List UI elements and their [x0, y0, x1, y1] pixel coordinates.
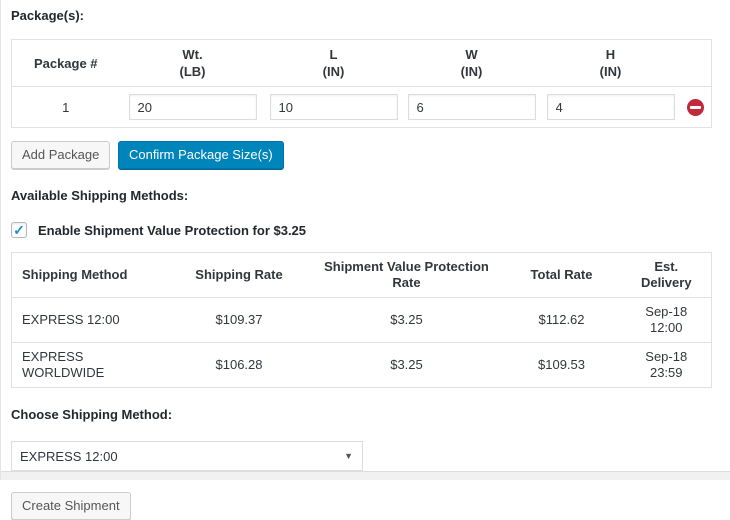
- metabox-bottom-edge: [1, 471, 730, 480]
- package-buttons-row: Add Package Confirm Package Size(s): [11, 141, 720, 169]
- package-number: 1: [62, 99, 70, 115]
- shipping-rates-table: Shipping Method Shipping Rate Shipment V…: [11, 252, 712, 388]
- shipping-rate: $109.37: [215, 312, 263, 327]
- choose-method-title: Choose Shipping Method:: [11, 407, 173, 422]
- header-shipping-rate: Shipping Rate: [166, 252, 312, 298]
- rate-row-express-1200: EXPRESS 12:00 $109.37 $3.25 $112.62 Sep-…: [12, 298, 712, 343]
- width-input[interactable]: [407, 94, 536, 120]
- check-icon: ✓: [13, 221, 25, 238]
- height-input[interactable]: [546, 94, 675, 120]
- header-total-rate: Total Rate: [501, 252, 622, 298]
- est-delivery: Sep-18 23:59: [621, 342, 712, 388]
- est-delivery: Sep-18 12:00: [645, 304, 688, 335]
- header-height: H (IN): [541, 39, 680, 87]
- header-length: L (IN): [265, 39, 402, 87]
- shipping-method-select[interactable]: EXPRESS 12:00: [11, 441, 363, 471]
- create-shipment-button[interactable]: Create Shipment: [11, 492, 131, 520]
- package-row: 1: [12, 87, 712, 128]
- header-remove: [679, 39, 712, 87]
- rate-row-express-worldwide: EXPRESS WORLDWIDE $106.28 $3.25 $109.53 …: [11, 342, 712, 388]
- length-input[interactable]: [269, 94, 398, 120]
- create-shipment-row: Create Shipment: [11, 492, 720, 520]
- packages-header-row: Package # Wt. (LB) L (IN) W (IN) H (IN): [11, 39, 712, 87]
- available-methods-title: Available Shipping Methods:: [11, 188, 189, 203]
- shipping-method-select-wrap: EXPRESS 12:00 ▼: [11, 441, 363, 471]
- header-package-number: Package #: [11, 39, 120, 87]
- value-protection-checkbox[interactable]: ✓: [11, 222, 27, 238]
- remove-package-icon[interactable]: [686, 98, 704, 116]
- header-est-delivery: Est. Delivery: [621, 252, 712, 298]
- header-weight: Wt. (LB): [119, 39, 266, 87]
- header-shipping-method: Shipping Method: [11, 252, 167, 298]
- method-name: EXPRESS 12:00: [22, 312, 120, 327]
- svp-rate: $3.25: [311, 342, 502, 388]
- weight-input[interactable]: [128, 94, 257, 120]
- rates-header-row: Shipping Method Shipping Rate Shipment V…: [11, 252, 712, 298]
- method-name: EXPRESS WORLDWIDE: [11, 342, 167, 388]
- value-protection-row: ✓ Enable Shipment Value Protection for $…: [11, 222, 720, 238]
- total-rate: $109.53: [501, 342, 622, 388]
- packages-table: Package # Wt. (LB) L (IN) W (IN) H (IN): [11, 39, 712, 128]
- confirm-package-sizes-button[interactable]: Confirm Package Size(s): [117, 141, 284, 169]
- total-rate: $112.62: [538, 312, 585, 327]
- header-width: W (IN): [401, 39, 542, 87]
- value-protection-label[interactable]: Enable Shipment Value Protection for $3.…: [38, 222, 307, 238]
- packages-title: Package(s):: [11, 8, 84, 23]
- header-svp-rate: Shipment Value Protection Rate: [311, 252, 502, 298]
- shipping-rate: $106.28: [166, 342, 312, 388]
- svp-rate: $3.25: [390, 312, 423, 327]
- add-package-button[interactable]: Add Package: [11, 141, 111, 169]
